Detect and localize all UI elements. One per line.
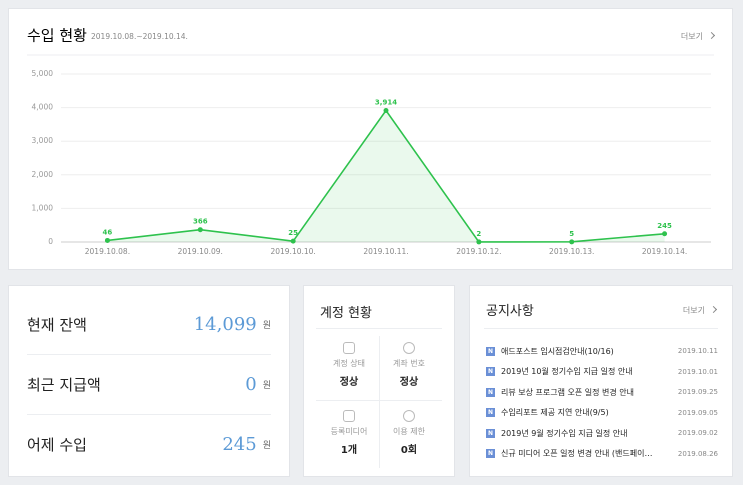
- balance-unit: 원: [262, 440, 271, 451]
- income-panel: 수입 현황 2019.10.08.~2019.10.14. 0 1,000 2,00…: [8, 8, 733, 270]
- value-label: 245: [657, 222, 672, 230]
- notice-title: 공지사항: [486, 304, 534, 319]
- balance-row: 최근 지급액 0 원: [27, 354, 271, 415]
- balance-row: 현재 잔액 14,099 원: [27, 294, 271, 355]
- account-value: 1개: [340, 445, 358, 456]
- notice-text: 리뷰 보상 프로그램 오픈 일정 변경 안내: [501, 387, 635, 397]
- value-label: 366: [193, 218, 208, 226]
- y-tick-label: 0: [48, 237, 53, 246]
- icon: [403, 410, 415, 422]
- value-label: 25: [288, 229, 298, 237]
- y-tick-label: 4,000: [32, 103, 54, 112]
- notice-date: 2019.09.25: [677, 388, 718, 396]
- badge: N: [486, 367, 495, 376]
- icon: [403, 342, 415, 354]
- notice-item[interactable]: N 신규 미디어 오픈 일정 변경 안내 (밴드페이… 2019.08.26: [486, 447, 718, 461]
- x-tick-label: 2019.10.10.: [270, 247, 315, 256]
- value-label: 2: [476, 230, 481, 238]
- badge: N: [486, 449, 495, 458]
- x-tick-label: 2019.10.12.: [456, 247, 501, 256]
- value-label: 5: [569, 230, 574, 238]
- balance-row: 어제 수입 245 원: [27, 414, 271, 474]
- account-title: 계정 현황: [320, 306, 372, 321]
- account-value: 0회: [400, 445, 418, 456]
- notice-item[interactable]: N 리뷰 보상 프로그램 오픈 일정 변경 안내 2019.09.25: [486, 385, 718, 399]
- chart-title: 수입 현황: [27, 27, 87, 45]
- value-label: 46: [103, 228, 113, 236]
- notice-item[interactable]: N 수입리포트 제공 지연 안내(9/5) 2019.09.05: [486, 406, 718, 420]
- icon: [343, 410, 355, 422]
- x-tick-label: 2019.10.13.: [549, 247, 594, 256]
- balance-panel: 현재 잔액 14,099 원 최근 지급액 0 원 어제 수입 245 원: [8, 285, 290, 477]
- notice-item[interactable]: N 애드포스트 임시점검안내(10/16) 2019.10.11: [486, 344, 718, 358]
- notice-date: 2019.10.01: [677, 367, 718, 376]
- notice-item[interactable]: N 2019년 10월 정기수입 지급 일정 안내 2019.10.01: [486, 365, 718, 379]
- notice-text: 수입리포트 제공 지연 안내(9/5): [501, 408, 609, 417]
- account-cell: 이용 제한 0회: [380, 410, 438, 456]
- balance-label: 현재 잔액: [27, 315, 87, 334]
- balance-label: 어제 수입: [27, 435, 87, 454]
- notice-date: 2019.09.02: [677, 429, 718, 437]
- balance-unit: 원: [262, 380, 271, 391]
- y-tick-label: 1,000: [32, 203, 54, 212]
- notice-text: 애드포스트 임시점검안내(10/16): [501, 346, 614, 356]
- point: [662, 231, 668, 237]
- account-label: 이용 제한: [393, 427, 425, 436]
- balance-unit: 원: [262, 320, 271, 331]
- balance-label: 최근 지급액: [27, 375, 101, 394]
- balance-value: 14,099: [193, 313, 257, 335]
- value-label: 3,914: [375, 98, 397, 106]
- balance-value: 0: [245, 373, 257, 395]
- account-label: 계좌 번호: [393, 359, 425, 368]
- badge: N: [486, 387, 495, 397]
- x-tick-label: 2019.10.08.: [85, 247, 130, 256]
- badge: N: [486, 346, 495, 356]
- account-panel: 계정 현황 계정 상태 정상 계좌 번호 정상 등록미디어 1개 이용 제한 0회: [303, 285, 455, 477]
- point: [290, 238, 296, 244]
- y-tick-label: 5,000: [32, 69, 54, 78]
- chart-subtitle: 2019.10.08.~2019.10.14.: [91, 32, 188, 41]
- divider: [316, 328, 442, 329]
- icon: [343, 342, 355, 354]
- x-tick-label: 2019.10.14.: [642, 247, 687, 256]
- account-value: 정상: [339, 377, 359, 388]
- y-tick-label: 3,000: [32, 136, 54, 145]
- point: [569, 239, 575, 245]
- notice-date: 2019.09.05: [677, 408, 718, 417]
- divider: [484, 328, 718, 329]
- y-tick-label: 2,000: [32, 170, 54, 179]
- notice-date: 2019.08.26: [677, 449, 718, 458]
- badge: N: [486, 428, 495, 438]
- x-tick-label: 2019.10.09.: [178, 247, 223, 256]
- balance-value: 245: [222, 433, 257, 455]
- area: [107, 110, 665, 243]
- notice-text: 신규 미디어 오픈 일정 변경 안내 (밴드페이…: [501, 449, 653, 458]
- account-value: 정상: [399, 377, 419, 388]
- notice-panel: 공지사항 더보기 N 애드포스트 임시점검안내(10/16) 2019.10.11 N…: [469, 285, 733, 477]
- x-tick-label: 2019.10.11.: [363, 247, 408, 256]
- notice-item[interactable]: N 2019년 9월 정기수입 지급 일정 안내 2019.09.02: [486, 426, 718, 440]
- point: [104, 237, 110, 243]
- badge: N: [486, 408, 495, 417]
- chart: 수입 현황 2019.10.08.~2019.10.14. 0 1,000 2,00…: [27, 27, 714, 256]
- divider: [316, 400, 442, 401]
- point: [383, 107, 389, 113]
- notice-text: 2019년 9월 정기수입 지급 일정 안내: [501, 428, 628, 438]
- point: [476, 239, 482, 245]
- account-label: 등록미디어: [330, 427, 368, 436]
- more-link[interactable]: 더보기: [681, 31, 714, 42]
- account-label: 계정 상태: [333, 359, 365, 368]
- divider: [379, 336, 380, 468]
- account-cell: 등록미디어 1개: [320, 410, 378, 456]
- point: [197, 227, 203, 233]
- more-link[interactable]: 더보기: [683, 305, 716, 316]
- notice-text: 2019년 10월 정기수입 지급 일정 안내: [501, 367, 633, 376]
- notice-date: 2019.10.11: [677, 347, 718, 355]
